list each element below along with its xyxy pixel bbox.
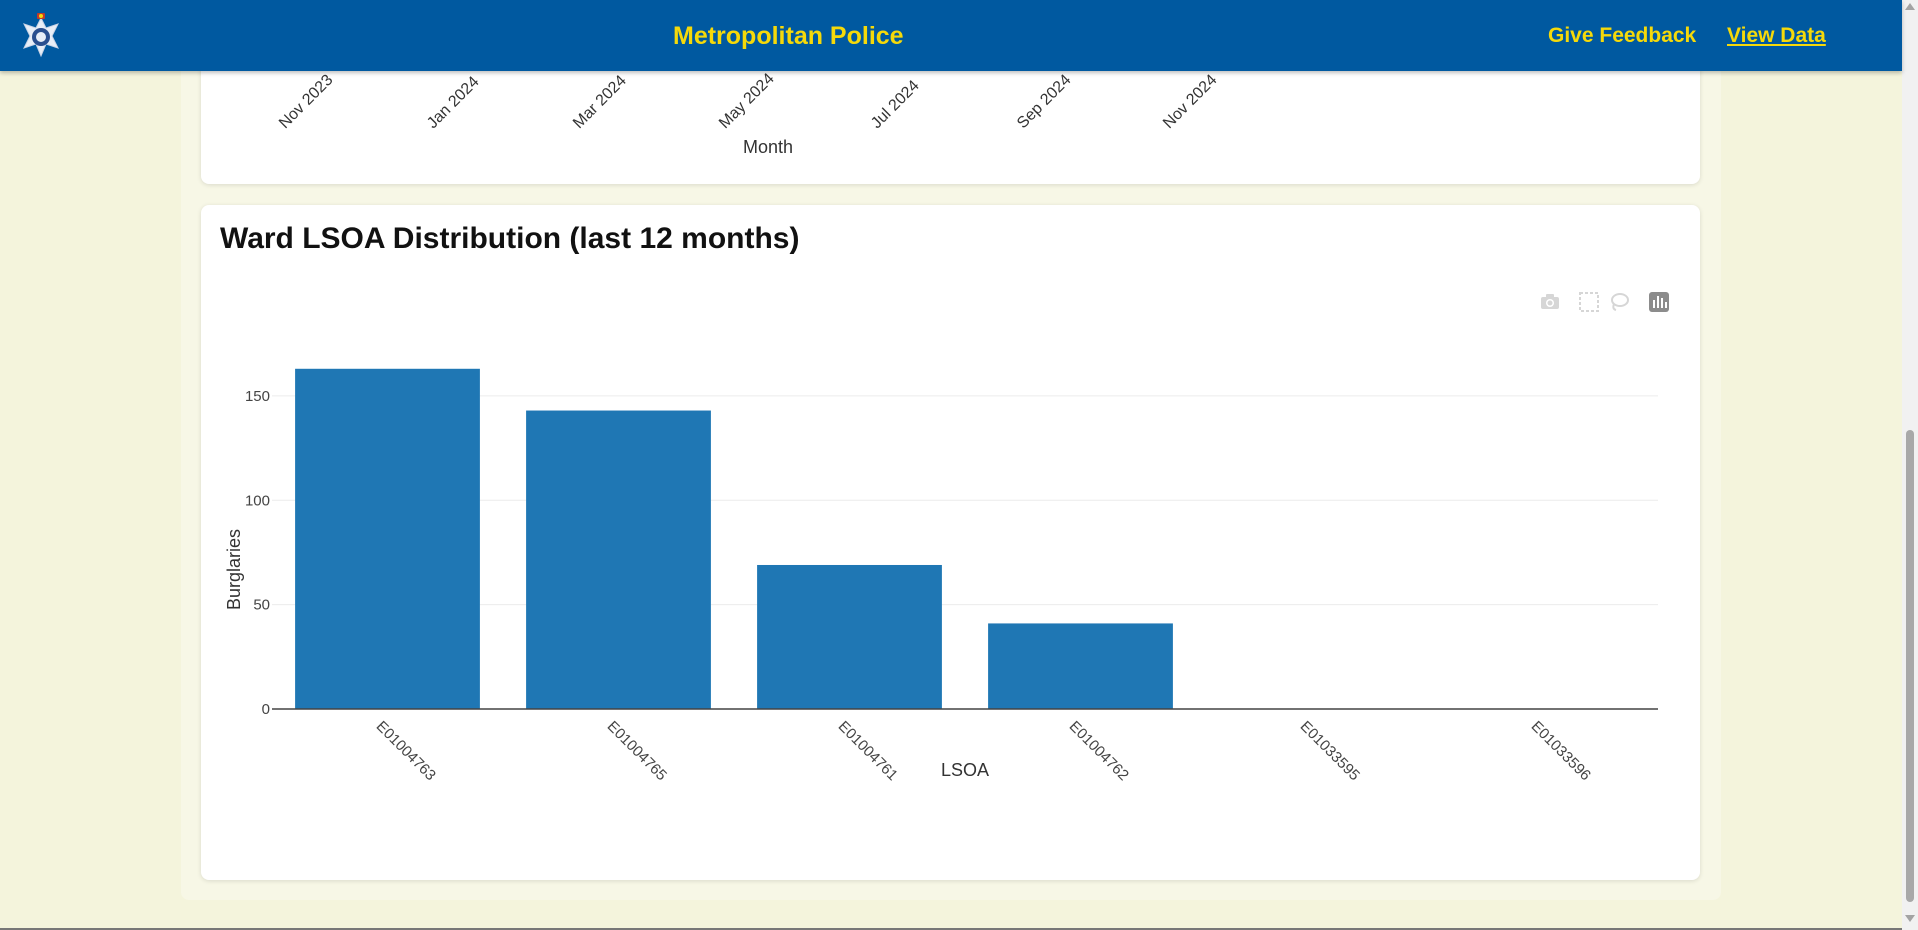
x-tick-label: E01004765 xyxy=(604,718,670,784)
bar-E01004761[interactable] xyxy=(757,564,942,709)
month-axis-title: Month xyxy=(743,137,794,157)
give-feedback-link[interactable]: Give Feedback xyxy=(1548,24,1697,47)
met-police-logo-icon[interactable] xyxy=(18,12,64,60)
bar-E01004762[interactable] xyxy=(988,623,1173,709)
y-axis-title: Burglaries xyxy=(224,529,244,610)
y-axis-ticks: 0 50 100 150 xyxy=(245,388,270,718)
x-tick-label: E01004762 xyxy=(1066,718,1132,784)
y-tick-label: 0 xyxy=(262,701,270,718)
y-tick-label: 50 xyxy=(253,597,270,614)
scroll-up-arrow-icon[interactable] xyxy=(1905,3,1915,10)
chart-gridlines xyxy=(272,395,1658,606)
scroll-down-arrow-icon[interactable] xyxy=(1905,915,1915,922)
plotly-logo-icon[interactable] xyxy=(1647,290,1671,314)
x-tick-label: E01033595 xyxy=(1297,718,1363,784)
chart-modebar xyxy=(1538,290,1678,314)
top-navigation-bar: Metropolitan Police Give Feedback View D… xyxy=(0,0,1902,71)
x-tick-label: E01004761 xyxy=(835,718,901,784)
lasso-select-icon[interactable] xyxy=(1607,290,1631,314)
bar-E01004765[interactable] xyxy=(526,410,711,709)
page-scrollbar[interactable] xyxy=(1902,0,1918,930)
chart-bars xyxy=(295,368,1173,709)
window-bottom-border xyxy=(0,928,1902,930)
box-select-icon[interactable] xyxy=(1577,290,1601,314)
y-tick-label: 150 xyxy=(245,388,270,405)
app-title: Metropolitan Police xyxy=(673,22,904,50)
x-tick-label: E01033596 xyxy=(1528,718,1594,784)
bar-E01004763[interactable] xyxy=(295,368,480,709)
card-title: Ward LSOA Distribution (last 12 months) xyxy=(220,222,800,255)
scroll-thumb[interactable] xyxy=(1906,430,1914,902)
x-tick-label: E01004763 xyxy=(373,718,439,784)
x-axis-title: LSOA xyxy=(941,760,989,780)
view-data-link[interactable]: View Data xyxy=(1727,24,1826,47)
camera-icon[interactable] xyxy=(1538,290,1562,314)
y-tick-label: 100 xyxy=(245,492,270,509)
